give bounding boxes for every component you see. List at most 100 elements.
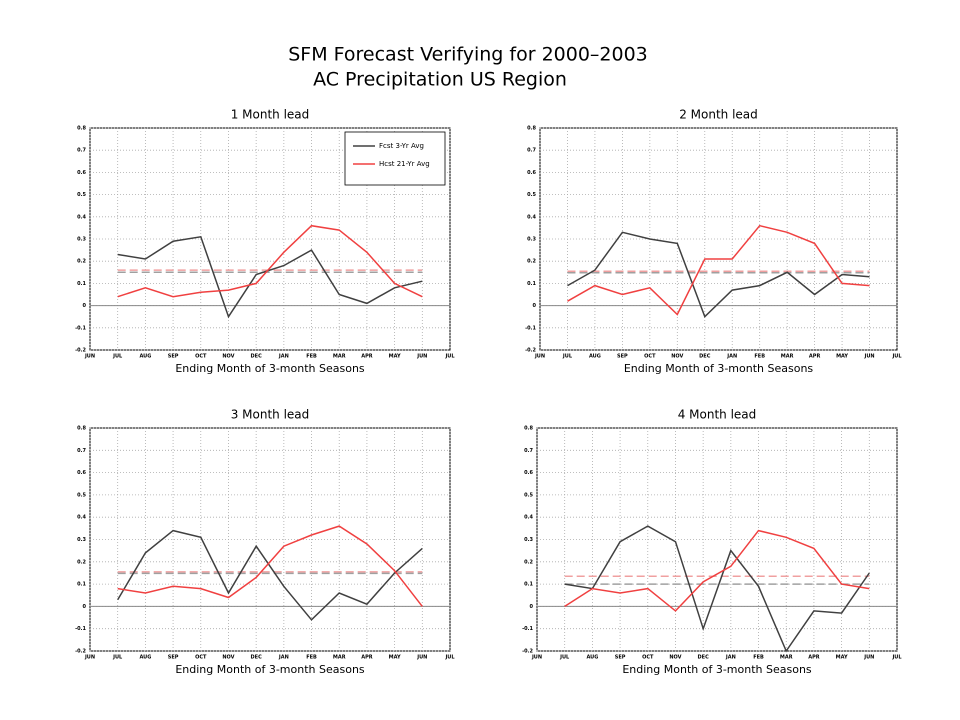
- x-tick-label: APR: [361, 655, 373, 661]
- x-tick-label: MAR: [781, 354, 794, 360]
- x-tick-label: JAN: [726, 354, 737, 360]
- y-tick-label: -0.2: [522, 649, 533, 655]
- chart-title: 1 Month lead: [231, 108, 310, 122]
- series-line: [117, 529, 423, 621]
- x-tick-label: JUL: [112, 354, 123, 360]
- x-tick-label: JAN: [278, 354, 289, 360]
- x-tick-label: NOV: [671, 354, 683, 360]
- x-tick-label: AUG: [589, 354, 601, 360]
- x-axis-label: Ending Month of 3-month Seasons: [175, 362, 365, 375]
- x-tick-label: OCT: [642, 655, 654, 661]
- y-tick-label: 0.7: [527, 148, 536, 154]
- x-tick-label: APR: [808, 655, 820, 661]
- main-subtitle: AC Precipitation US Region: [313, 69, 567, 91]
- y-tick-label: 0.7: [77, 448, 86, 454]
- series-line: [117, 224, 423, 298]
- y-tick-label: 0.5: [77, 192, 86, 198]
- x-tick-label: JUL: [891, 354, 902, 360]
- x-tick-label: SEP: [168, 354, 179, 360]
- y-tick-label: 0.6: [527, 170, 536, 176]
- x-tick-label: AUG: [139, 655, 151, 661]
- legend-label: Hcst 21-Yr Avg: [379, 160, 430, 168]
- x-tick-label: JUL: [562, 354, 573, 360]
- x-tick-label: MAY: [389, 354, 401, 360]
- x-tick-label: SEP: [617, 354, 628, 360]
- x-axis-label: Ending Month of 3-month Seasons: [624, 362, 814, 375]
- series-line: [564, 529, 870, 612]
- x-tick-label: JUN: [863, 655, 874, 661]
- x-tick-label: JUN: [84, 354, 95, 360]
- x-tick-label: FEB: [306, 655, 317, 661]
- x-tick-label: MAR: [333, 354, 346, 360]
- x-tick-label: APR: [809, 354, 821, 360]
- y-tick-label: 0.2: [527, 259, 536, 265]
- x-tick-label: MAY: [836, 655, 848, 661]
- x-tick-label: FEB: [753, 655, 764, 661]
- y-tick-label: 0.8: [77, 426, 86, 432]
- x-tick-label: OCT: [644, 354, 656, 360]
- y-tick-label: 0.4: [524, 515, 533, 521]
- x-tick-label: DEC: [699, 354, 711, 360]
- y-tick-label: 0.3: [527, 237, 536, 243]
- x-tick-label: SEP: [615, 655, 626, 661]
- y-tick-label: 0.8: [77, 126, 86, 132]
- y-tick-label: -0.1: [522, 626, 533, 632]
- y-tick-label: 0.3: [77, 537, 86, 543]
- x-tick-label: JUL: [444, 655, 455, 661]
- x-tick-label: JUL: [891, 655, 902, 661]
- x-tick-label: JUN: [416, 354, 427, 360]
- y-tick-label: 0.1: [527, 281, 536, 287]
- y-tick-label: -0.2: [75, 348, 86, 354]
- y-tick-label: 0.2: [77, 559, 86, 565]
- y-tick-label: 0.4: [527, 214, 536, 220]
- y-tick-label: 0.1: [524, 582, 533, 588]
- x-tick-label: JUN: [84, 655, 95, 661]
- x-tick-label: DEC: [698, 655, 710, 661]
- x-tick-label: DEC: [251, 354, 263, 360]
- x-tick-label: JAN: [725, 655, 736, 661]
- x-tick-label: AUG: [139, 354, 151, 360]
- series-line: [117, 235, 423, 319]
- y-tick-label: 0.1: [77, 582, 86, 588]
- x-axis-label: Ending Month of 3-month Seasons: [175, 663, 365, 676]
- y-tick-label: -0.1: [75, 325, 86, 331]
- y-tick-label: 0.3: [77, 237, 86, 243]
- x-tick-label: JUL: [444, 354, 455, 360]
- y-tick-label: 0: [530, 604, 534, 610]
- y-tick-label: 0.3: [524, 537, 533, 543]
- series-line: [567, 231, 870, 319]
- y-tick-label: 0.5: [527, 192, 536, 198]
- y-tick-label: 0.7: [524, 448, 533, 454]
- x-tick-label: DEC: [251, 655, 263, 661]
- y-tick-label: 0.5: [524, 492, 533, 498]
- x-tick-label: JUN: [863, 354, 874, 360]
- x-tick-label: NOV: [222, 354, 234, 360]
- series-line: [564, 525, 870, 653]
- x-tick-label: SEP: [168, 655, 179, 661]
- y-tick-label: 0: [533, 303, 537, 309]
- series-line: [117, 525, 423, 607]
- y-tick-label: 0.1: [77, 281, 86, 287]
- x-tick-label: MAY: [836, 354, 848, 360]
- x-tick-label: FEB: [306, 354, 317, 360]
- y-tick-label: 0: [83, 604, 87, 610]
- x-tick-label: FEB: [754, 354, 765, 360]
- x-tick-label: JUN: [534, 354, 545, 360]
- x-tick-label: MAR: [780, 655, 793, 661]
- x-tick-label: OCT: [195, 655, 207, 661]
- y-tick-label: 0: [83, 303, 87, 309]
- y-tick-label: -0.1: [525, 325, 536, 331]
- y-tick-label: -0.2: [75, 649, 86, 655]
- x-tick-label: MAR: [333, 655, 346, 661]
- chart-title: 3 Month lead: [231, 408, 310, 422]
- x-tick-label: JAN: [278, 655, 289, 661]
- x-tick-label: APR: [361, 354, 373, 360]
- y-tick-label: -0.2: [525, 348, 536, 354]
- y-tick-label: -0.1: [75, 626, 86, 632]
- x-tick-label: AUG: [586, 655, 598, 661]
- legend-box: [344, 131, 446, 186]
- x-tick-label: MAY: [389, 655, 401, 661]
- y-tick-label: 0.7: [77, 148, 86, 154]
- y-tick-label: 0.8: [527, 126, 536, 132]
